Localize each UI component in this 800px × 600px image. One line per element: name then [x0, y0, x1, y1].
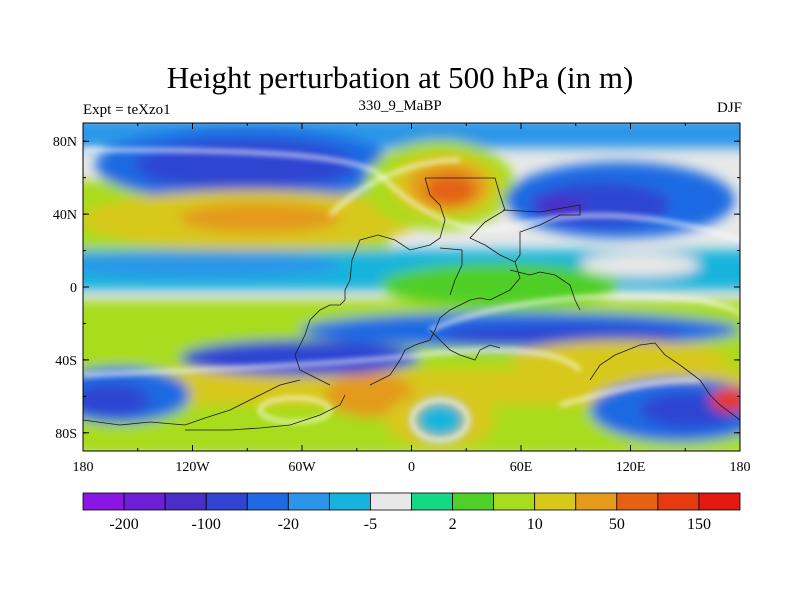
colorbar-label: -5 — [364, 516, 377, 533]
period-label: 330_9_MaBP — [358, 98, 442, 114]
colorbar-swatch — [575, 492, 618, 511]
lat-tick-label: 40N — [53, 208, 77, 223]
colorbar-swatch — [123, 492, 166, 511]
colorbar-swatch — [287, 492, 330, 511]
colorbar: -200 -100 -20 -5 2 10 50 150 — [82, 492, 741, 533]
lon-tick-label: 180 — [73, 460, 94, 475]
lat-tick-label: 80S — [55, 427, 77, 442]
colorbar-swatch — [246, 492, 289, 511]
experiment-label: Expt = teXzo1 — [83, 102, 171, 118]
colorbar-swatch — [328, 492, 371, 511]
lat-axis: 80N 40N 0 40S 80S — [53, 135, 740, 442]
colorbar-label: 10 — [527, 516, 543, 533]
colorbar-label: 2 — [449, 516, 457, 533]
colorbar-label: -20 — [278, 516, 299, 533]
colorbar-swatch — [452, 492, 495, 511]
colorbar-label: 50 — [609, 516, 625, 533]
colorbar-label: -200 — [109, 516, 138, 533]
colorbar-swatch — [698, 492, 741, 511]
colorbar-label: -100 — [192, 516, 221, 533]
colorbar-label: 150 — [687, 516, 711, 533]
colorbar-swatch — [164, 492, 207, 511]
colorbar-swatch — [657, 492, 700, 511]
colorbar-swatch — [411, 492, 453, 511]
lon-tick-label: 60E — [510, 460, 533, 475]
coastlines — [83, 177, 740, 431]
height-field — [83, 123, 740, 451]
lon-axis: 180 120W 60W 0 60E 120E 180 — [73, 123, 751, 475]
plot-title: Height perturbation at 500 hPa (in m) — [166, 60, 634, 95]
colorbar-swatch — [370, 492, 412, 511]
colorbar-swatch — [82, 492, 125, 511]
lon-tick-label: 60W — [288, 460, 316, 475]
lat-tick-label: 40S — [55, 354, 77, 369]
lon-tick-label: 120E — [616, 460, 646, 475]
lat-tick-label: 0 — [70, 281, 77, 296]
lat-tick-label: 80N — [53, 135, 77, 150]
colorbar-swatch — [616, 492, 659, 511]
colorbar-swatch — [493, 492, 536, 511]
season-label: DJF — [716, 100, 742, 116]
colorbar-swatch — [534, 492, 577, 511]
lon-tick-label: 120W — [175, 460, 210, 475]
colorbar-swatch — [205, 492, 248, 511]
lon-tick-label: 180 — [730, 460, 751, 475]
lon-tick-label: 0 — [408, 460, 415, 475]
